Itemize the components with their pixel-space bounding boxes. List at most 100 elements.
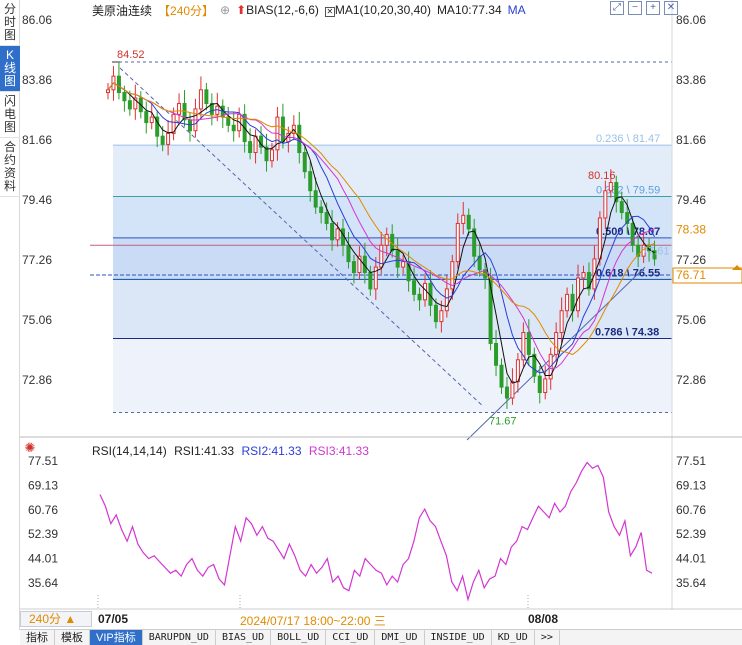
candle-body: [166, 132, 171, 145]
kline-chart[interactable]: 0.236 \ 81.470.382 \ 79.590.500 \ 78.070…: [20, 0, 742, 610]
date-cursor: 2024/07/17 18:00~22:00 三: [240, 614, 386, 628]
bottom-tab-9[interactable]: KD_UD: [492, 630, 535, 645]
bottom-tab-0[interactable]: 指标: [20, 630, 55, 645]
candle-body: [532, 353, 537, 377]
ma-tag[interactable]: MA: [507, 3, 526, 17]
rail-tab-3[interactable]: 合约资料: [0, 138, 20, 197]
candle-body: [116, 75, 121, 94]
candle-body: [319, 206, 324, 214]
rsi-tick-label-left: 52.39: [28, 527, 58, 541]
candle-body: [526, 332, 531, 355]
rsi-tick-label: 44.01: [676, 552, 706, 566]
bottom-tab-3[interactable]: BARUPDN_UD: [143, 630, 216, 645]
y-tick-label-left: 75.06: [22, 313, 52, 327]
candle-body: [586, 272, 591, 290]
fib-label: 0.500 \ 78.07: [596, 226, 660, 238]
candle-body: [488, 277, 493, 344]
bottom-tab-7[interactable]: DMI_UD: [375, 630, 425, 645]
rsi-tick-label-left: 69.13: [28, 478, 58, 492]
bias-label[interactable]: ⬆BIAS(12,-6,6): [236, 3, 319, 17]
candle-body: [581, 272, 586, 279]
bottom-tab-10[interactable]: >>: [535, 630, 560, 645]
candle-body: [455, 222, 460, 263]
candle-body: [603, 190, 608, 219]
candle-body: [302, 152, 307, 173]
date-left: 07/05: [98, 612, 129, 626]
fib-band: [113, 145, 672, 197]
y-tick-label: 77.26: [676, 253, 706, 267]
rail-tab-0[interactable]: 分时图: [0, 0, 20, 46]
candle-body: [160, 135, 165, 145]
candle-body: [597, 217, 602, 260]
y-tick-label: 75.06: [676, 313, 706, 327]
y-tick-label: 81.66: [676, 133, 706, 147]
zoom-out-icon[interactable]: −: [628, 1, 642, 15]
candle-body: [422, 282, 427, 301]
candle-body: [565, 293, 570, 312]
bottom-tab-1[interactable]: 模板: [55, 630, 90, 645]
candle-body: [439, 310, 444, 323]
candle-body: [368, 272, 373, 290]
candle-body: [499, 364, 504, 388]
bottom-tab-4[interactable]: BIAS_UD: [216, 630, 272, 645]
recent-high-annotation: 80.16: [588, 170, 616, 182]
candle-body: [401, 261, 406, 268]
price-marker-icon: [732, 265, 742, 270]
candle-body: [537, 375, 542, 394]
candle-body: [521, 332, 526, 361]
y-tick-label-left: 86.06: [22, 13, 52, 27]
candle-body: [155, 116, 160, 137]
fib-label: 0.786 \ 74.38: [595, 327, 659, 339]
candle-body: [494, 342, 499, 366]
rsi-tick-label: 35.64: [676, 576, 706, 590]
rsi-tick-label-left: 60.76: [28, 503, 58, 517]
ma-group[interactable]: ✕ MA1(10,20,30,40): [324, 3, 431, 17]
candle-body: [417, 293, 422, 301]
candle-body: [619, 201, 624, 214]
rail-tab-2[interactable]: 闪电图: [0, 92, 20, 138]
candle-body: [127, 100, 132, 110]
period-badge[interactable]: 【240分】: [158, 3, 215, 18]
gear-icon[interactable]: ✺: [24, 440, 36, 455]
period-select[interactable]: 240分 ▲: [20, 611, 92, 627]
price-tag-a: 78.38: [676, 222, 706, 236]
bottom-tab-6[interactable]: CCI_UD: [326, 630, 376, 645]
rsi3-value: RSI3:41.33: [308, 444, 369, 458]
date-axis: 240分 ▲ 07/05 2024/07/17 18:00~22:00 三 08…: [20, 610, 742, 628]
y-tick-label: 86.06: [676, 13, 706, 27]
candle-body: [472, 228, 477, 257]
bottom-tab-8[interactable]: INSIDE_UD: [425, 630, 492, 645]
bottom-tab-5[interactable]: BOLL_UD: [271, 630, 327, 645]
candle-body: [313, 190, 318, 208]
price-tag-b-box: [672, 267, 742, 284]
ma10-value: MA10:77.34: [436, 3, 502, 17]
candle-body: [504, 386, 509, 399]
rsi-tick-label: 69.13: [676, 478, 706, 492]
candle-body: [412, 280, 417, 295]
rsi-tick-label: 60.76: [676, 503, 706, 517]
candle-body: [461, 214, 466, 224]
candle-body: [395, 250, 400, 268]
rsi-tick-label-left: 35.64: [28, 576, 58, 590]
candle-body: [373, 266, 378, 290]
arrow-up-icon: ⬆: [236, 3, 247, 17]
chart-header: 美原油连续 【240分】 ⊕ ⬆BIAS(12,-6,6) ✕ MA1(10,20…: [92, 2, 526, 18]
rsi1-value: RSI1:41.33: [174, 444, 235, 458]
y-tick-label-left: 77.26: [22, 253, 52, 267]
candle-body: [133, 97, 138, 110]
close-icon[interactable]: ✕: [664, 1, 678, 15]
candle-body: [335, 228, 340, 241]
candle-body: [269, 149, 274, 162]
zoom-in-icon[interactable]: +: [646, 1, 660, 15]
candle-body: [477, 255, 482, 271]
candle-body: [226, 116, 231, 126]
candle-body: [466, 214, 471, 230]
bottom-tab-2[interactable]: VIP指标: [90, 630, 143, 645]
y-tick-label-left: 83.86: [22, 73, 52, 87]
candle-body: [543, 378, 548, 394]
fullscreen-icon[interactable]: ⤢: [610, 1, 624, 15]
circle-plus-icon[interactable]: ⊕: [220, 3, 231, 17]
date-right: 08/08: [528, 612, 559, 626]
